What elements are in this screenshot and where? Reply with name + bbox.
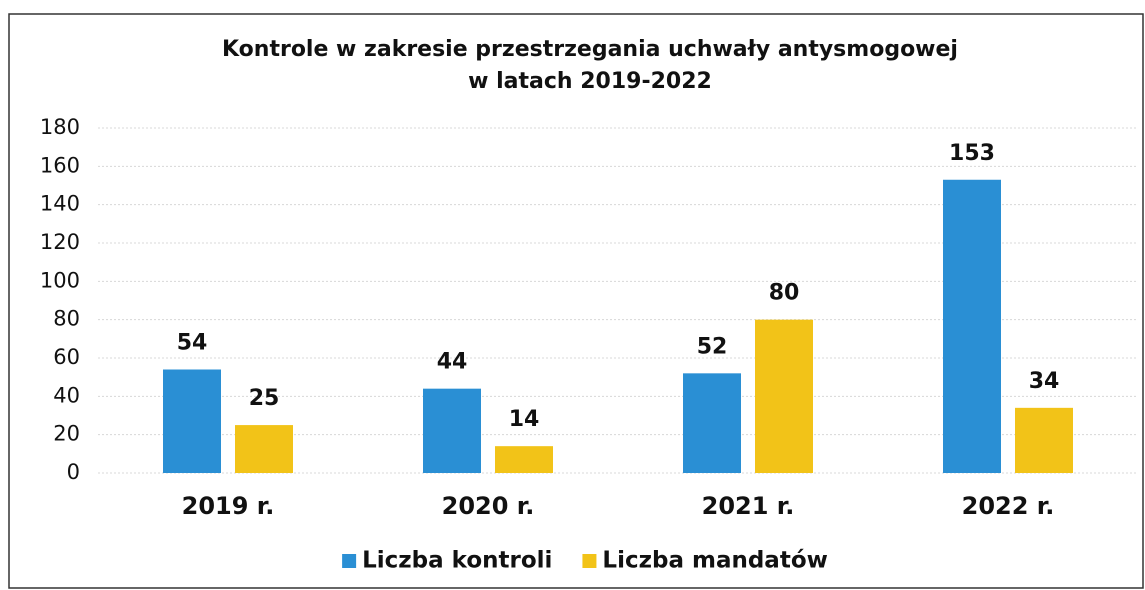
y-tick-label: 20 [53,422,80,446]
x-tick-label: 2020 r. [442,492,535,520]
value-label: 34 [1029,369,1060,394]
value-label: 54 [177,331,208,356]
bar [495,446,553,473]
bar [755,319,813,473]
value-label: 80 [769,281,800,306]
bar [1015,407,1073,473]
bar [163,369,221,473]
y-tick-label: 180 [40,115,80,139]
legend-label: Liczba mandatów [602,548,827,574]
y-tick-label: 60 [53,345,80,369]
value-label: 25 [249,386,280,411]
y-tick-label: 0 [67,460,80,484]
bar [235,425,293,473]
y-tick-label: 160 [40,153,80,177]
chart-title: Kontrole w zakresie przestrzegania uchwa… [222,37,958,62]
y-tick-label: 100 [40,268,80,292]
value-label: 44 [437,350,468,375]
legend-swatch [342,554,357,568]
x-tick-label: 2021 r. [702,492,795,520]
value-label: 153 [949,141,995,166]
bar [683,373,741,473]
y-tick-label: 40 [53,383,80,407]
value-label: 52 [697,334,728,359]
y-tick-label: 120 [40,230,80,254]
legend-label: Liczba kontroli [362,548,552,574]
x-tick-label: 2022 r. [962,492,1055,520]
value-label: 14 [509,407,540,432]
y-tick-label: 140 [40,192,80,216]
bar [943,179,1001,473]
chart-title: w latach 2019-2022 [468,69,712,94]
bar [423,388,481,473]
x-tick-label: 2019 r. [182,492,275,520]
legend-swatch [582,554,597,568]
y-tick-label: 80 [53,307,80,331]
